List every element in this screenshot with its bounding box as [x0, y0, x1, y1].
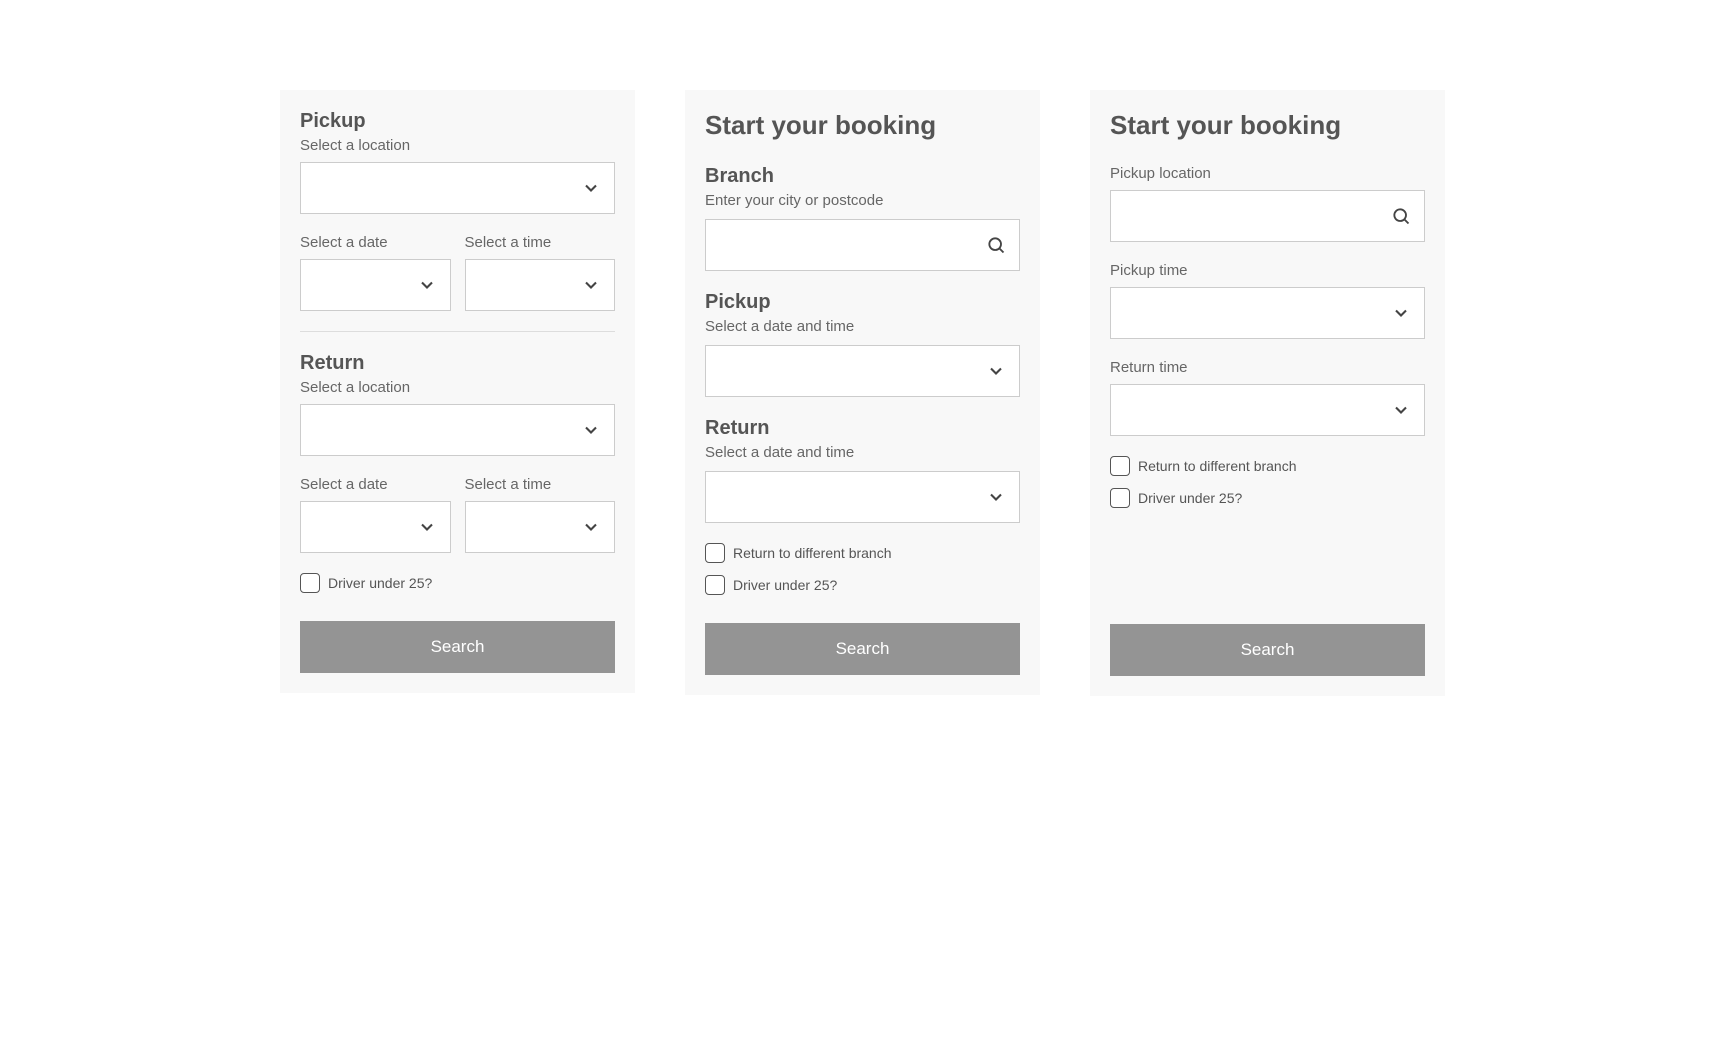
return-time-label: Select a time: [465, 476, 616, 493]
return-time-select[interactable]: [1110, 384, 1425, 436]
branch-heading: Branch: [705, 165, 1020, 188]
pickup-location-label: Select a location: [300, 137, 615, 154]
pickup-location-field: [1110, 190, 1425, 242]
pickup-time-label: Pickup time: [1110, 262, 1425, 279]
return-time-label: Return time: [1110, 359, 1425, 376]
forms-container: Pickup Select a location Select a date S…: [100, 90, 1625, 696]
return-date-select[interactable]: [300, 501, 451, 553]
pickup-heading: Pickup: [705, 291, 1020, 314]
search-button[interactable]: Search: [1110, 624, 1425, 676]
pickup-time-label: Select a time: [465, 234, 616, 251]
pickup-sublabel: Select a date and time: [705, 318, 1020, 335]
pickup-datetime-select[interactable]: [705, 345, 1020, 397]
return-time-field: [1110, 384, 1425, 436]
pickup-time-select[interactable]: [1110, 287, 1425, 339]
return-diff-branch-label: Return to different branch: [1138, 458, 1297, 474]
pickup-location-field: [300, 162, 615, 214]
pickup-time-select[interactable]: [465, 259, 616, 311]
divider: [300, 331, 615, 332]
branch-field: [705, 219, 1020, 271]
driver-under-25-label: Driver under 25?: [733, 577, 837, 593]
return-diff-branch-label: Return to different branch: [733, 545, 892, 561]
form-title: Start your booking: [1110, 110, 1425, 141]
booking-form-variant-3: Start your booking Pickup location Picku…: [1090, 90, 1445, 696]
pickup-location-label: Pickup location: [1110, 165, 1425, 182]
driver-under-25-checkbox[interactable]: [1110, 488, 1130, 508]
return-heading: Return: [705, 417, 1020, 440]
pickup-datetime-field: [705, 345, 1020, 397]
pickup-time-field: [1110, 287, 1425, 339]
search-button[interactable]: Search: [705, 623, 1020, 675]
driver-under-25-checkbox[interactable]: [300, 573, 320, 593]
branch-search-input[interactable]: [705, 219, 1020, 271]
pickup-date-select[interactable]: [300, 259, 451, 311]
return-date-label: Select a date: [300, 476, 451, 493]
search-button[interactable]: Search: [300, 621, 615, 673]
return-location-label: Select a location: [300, 379, 615, 396]
form-title: Start your booking: [705, 110, 1020, 141]
return-time-select[interactable]: [465, 501, 616, 553]
booking-form-variant-2: Start your booking Branch Enter your cit…: [685, 90, 1040, 695]
booking-form-variant-1: Pickup Select a location Select a date S…: [280, 90, 635, 693]
driver-under-25-checkbox[interactable]: [705, 575, 725, 595]
return-diff-branch-row[interactable]: Return to different branch: [1110, 456, 1425, 476]
driver-under-25-label: Driver under 25?: [1138, 490, 1242, 506]
driver-under-25-row[interactable]: Driver under 25?: [705, 575, 1020, 595]
return-location-select[interactable]: [300, 404, 615, 456]
return-location-field: [300, 404, 615, 456]
driver-under-25-row[interactable]: Driver under 25?: [1110, 488, 1425, 508]
pickup-heading: Pickup: [300, 110, 615, 133]
return-diff-branch-checkbox[interactable]: [1110, 456, 1130, 476]
pickup-location-select[interactable]: [300, 162, 615, 214]
driver-under-25-label: Driver under 25?: [328, 575, 432, 591]
return-datetime-field: [705, 471, 1020, 523]
return-diff-branch-row[interactable]: Return to different branch: [705, 543, 1020, 563]
return-sublabel: Select a date and time: [705, 444, 1020, 461]
return-datetime-select[interactable]: [705, 471, 1020, 523]
pickup-date-label: Select a date: [300, 234, 451, 251]
driver-under-25-row[interactable]: Driver under 25?: [300, 573, 615, 593]
branch-sublabel: Enter your city or postcode: [705, 192, 1020, 209]
pickup-location-search-input[interactable]: [1110, 190, 1425, 242]
return-diff-branch-checkbox[interactable]: [705, 543, 725, 563]
return-heading: Return: [300, 352, 615, 375]
